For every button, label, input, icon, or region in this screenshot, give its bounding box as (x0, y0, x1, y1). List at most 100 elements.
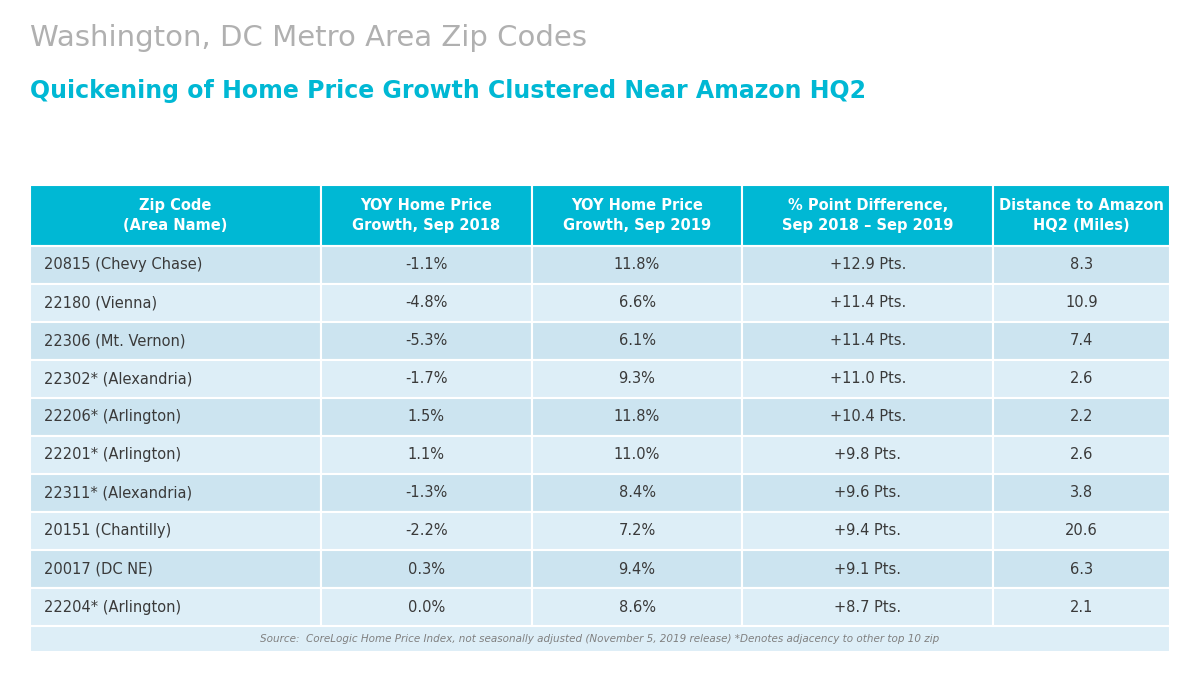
Text: 7.2%: 7.2% (618, 523, 655, 539)
FancyBboxPatch shape (994, 512, 1170, 550)
FancyBboxPatch shape (743, 185, 994, 246)
Text: 20.6: 20.6 (1066, 523, 1098, 539)
Text: -2.2%: -2.2% (404, 523, 448, 539)
FancyBboxPatch shape (320, 246, 532, 284)
FancyBboxPatch shape (320, 550, 532, 588)
Text: -1.1%: -1.1% (404, 257, 448, 272)
FancyBboxPatch shape (320, 474, 532, 512)
Text: YOY Home Price
Growth, Sep 2019: YOY Home Price Growth, Sep 2019 (563, 198, 712, 233)
Text: 11.8%: 11.8% (614, 257, 660, 272)
FancyBboxPatch shape (743, 512, 994, 550)
Text: Source:  CoreLogic Home Price Index, not seasonally adjusted (November 5, 2019 r: Source: CoreLogic Home Price Index, not … (260, 634, 940, 644)
FancyBboxPatch shape (532, 436, 743, 474)
Text: 10.9: 10.9 (1066, 296, 1098, 310)
Text: 1.1%: 1.1% (408, 447, 445, 462)
FancyBboxPatch shape (994, 550, 1170, 588)
FancyBboxPatch shape (320, 512, 532, 550)
FancyBboxPatch shape (743, 360, 994, 398)
FancyBboxPatch shape (30, 246, 320, 284)
Text: Zip Code
(Area Name): Zip Code (Area Name) (124, 198, 228, 233)
FancyBboxPatch shape (994, 398, 1170, 436)
FancyBboxPatch shape (743, 436, 994, 474)
Text: 20815 (Chevy Chase): 20815 (Chevy Chase) (43, 257, 202, 272)
Text: YOY Home Price
Growth, Sep 2018: YOY Home Price Growth, Sep 2018 (352, 198, 500, 233)
Text: 22302* (Alexandria): 22302* (Alexandria) (43, 371, 192, 386)
Text: +9.4 Pts.: +9.4 Pts. (834, 523, 901, 539)
Text: +9.1 Pts.: +9.1 Pts. (834, 562, 901, 576)
Text: 9.3%: 9.3% (619, 371, 655, 386)
Text: 9.4%: 9.4% (618, 562, 655, 576)
FancyBboxPatch shape (532, 588, 743, 626)
FancyBboxPatch shape (994, 436, 1170, 474)
Text: 22204* (Arlington): 22204* (Arlington) (43, 600, 181, 615)
FancyBboxPatch shape (994, 588, 1170, 626)
Text: 20151 (Chantilly): 20151 (Chantilly) (43, 523, 170, 539)
FancyBboxPatch shape (320, 284, 532, 322)
Text: 22311* (Alexandria): 22311* (Alexandria) (43, 486, 192, 501)
FancyBboxPatch shape (320, 398, 532, 436)
FancyBboxPatch shape (30, 550, 320, 588)
FancyBboxPatch shape (30, 322, 320, 360)
FancyBboxPatch shape (994, 322, 1170, 360)
Text: 6.6%: 6.6% (618, 296, 655, 310)
FancyBboxPatch shape (743, 322, 994, 360)
FancyBboxPatch shape (532, 360, 743, 398)
Text: 20017 (DC NE): 20017 (DC NE) (43, 562, 152, 576)
Text: Quickening of Home Price Growth Clustered Near Amazon HQ2: Quickening of Home Price Growth Clustere… (30, 79, 866, 103)
FancyBboxPatch shape (30, 512, 320, 550)
FancyBboxPatch shape (320, 360, 532, 398)
Text: +11.4 Pts.: +11.4 Pts. (829, 296, 906, 310)
FancyBboxPatch shape (30, 360, 320, 398)
FancyBboxPatch shape (320, 185, 532, 246)
Text: +12.9 Pts.: +12.9 Pts. (829, 257, 906, 272)
FancyBboxPatch shape (320, 588, 532, 626)
Text: 22180 (Vienna): 22180 (Vienna) (43, 296, 157, 310)
FancyBboxPatch shape (30, 474, 320, 512)
Text: 0.0%: 0.0% (408, 600, 445, 615)
Text: -4.8%: -4.8% (404, 296, 448, 310)
Text: 7.4: 7.4 (1070, 333, 1093, 348)
Text: 6.3: 6.3 (1070, 562, 1093, 576)
FancyBboxPatch shape (743, 588, 994, 626)
Text: 0.3%: 0.3% (408, 562, 445, 576)
FancyBboxPatch shape (30, 185, 320, 246)
Text: Distance to Amazon
HQ2 (Miles): Distance to Amazon HQ2 (Miles) (1000, 198, 1164, 233)
Text: +9.8 Pts.: +9.8 Pts. (834, 447, 901, 462)
Text: 8.6%: 8.6% (618, 600, 655, 615)
FancyBboxPatch shape (743, 246, 994, 284)
FancyBboxPatch shape (532, 246, 743, 284)
Text: 6.1%: 6.1% (618, 333, 655, 348)
Text: +9.6 Pts.: +9.6 Pts. (834, 486, 901, 501)
FancyBboxPatch shape (532, 185, 743, 246)
Text: 8.4%: 8.4% (618, 486, 655, 501)
FancyBboxPatch shape (532, 512, 743, 550)
Text: 2.6: 2.6 (1070, 447, 1093, 462)
Text: -1.7%: -1.7% (404, 371, 448, 386)
FancyBboxPatch shape (320, 436, 532, 474)
Text: +10.4 Pts.: +10.4 Pts. (829, 410, 906, 425)
Text: 2.1: 2.1 (1070, 600, 1093, 615)
FancyBboxPatch shape (532, 474, 743, 512)
Text: 1.5%: 1.5% (408, 410, 445, 425)
Text: 22206* (Arlington): 22206* (Arlington) (43, 410, 181, 425)
FancyBboxPatch shape (994, 185, 1170, 246)
Text: 11.8%: 11.8% (614, 410, 660, 425)
Text: % Point Difference,
Sep 2018 – Sep 2019: % Point Difference, Sep 2018 – Sep 2019 (782, 198, 954, 233)
FancyBboxPatch shape (994, 360, 1170, 398)
Text: 22306 (Mt. Vernon): 22306 (Mt. Vernon) (43, 333, 185, 348)
FancyBboxPatch shape (532, 322, 743, 360)
Text: +11.4 Pts.: +11.4 Pts. (829, 333, 906, 348)
FancyBboxPatch shape (743, 474, 994, 512)
FancyBboxPatch shape (30, 284, 320, 322)
FancyBboxPatch shape (30, 626, 1170, 652)
Text: -1.3%: -1.3% (406, 486, 448, 501)
FancyBboxPatch shape (30, 588, 320, 626)
Text: -5.3%: -5.3% (406, 333, 448, 348)
FancyBboxPatch shape (30, 436, 320, 474)
FancyBboxPatch shape (743, 284, 994, 322)
FancyBboxPatch shape (743, 398, 994, 436)
Text: +8.7 Pts.: +8.7 Pts. (834, 600, 901, 615)
Text: 11.0%: 11.0% (614, 447, 660, 462)
FancyBboxPatch shape (994, 246, 1170, 284)
Text: +11.0 Pts.: +11.0 Pts. (829, 371, 906, 386)
